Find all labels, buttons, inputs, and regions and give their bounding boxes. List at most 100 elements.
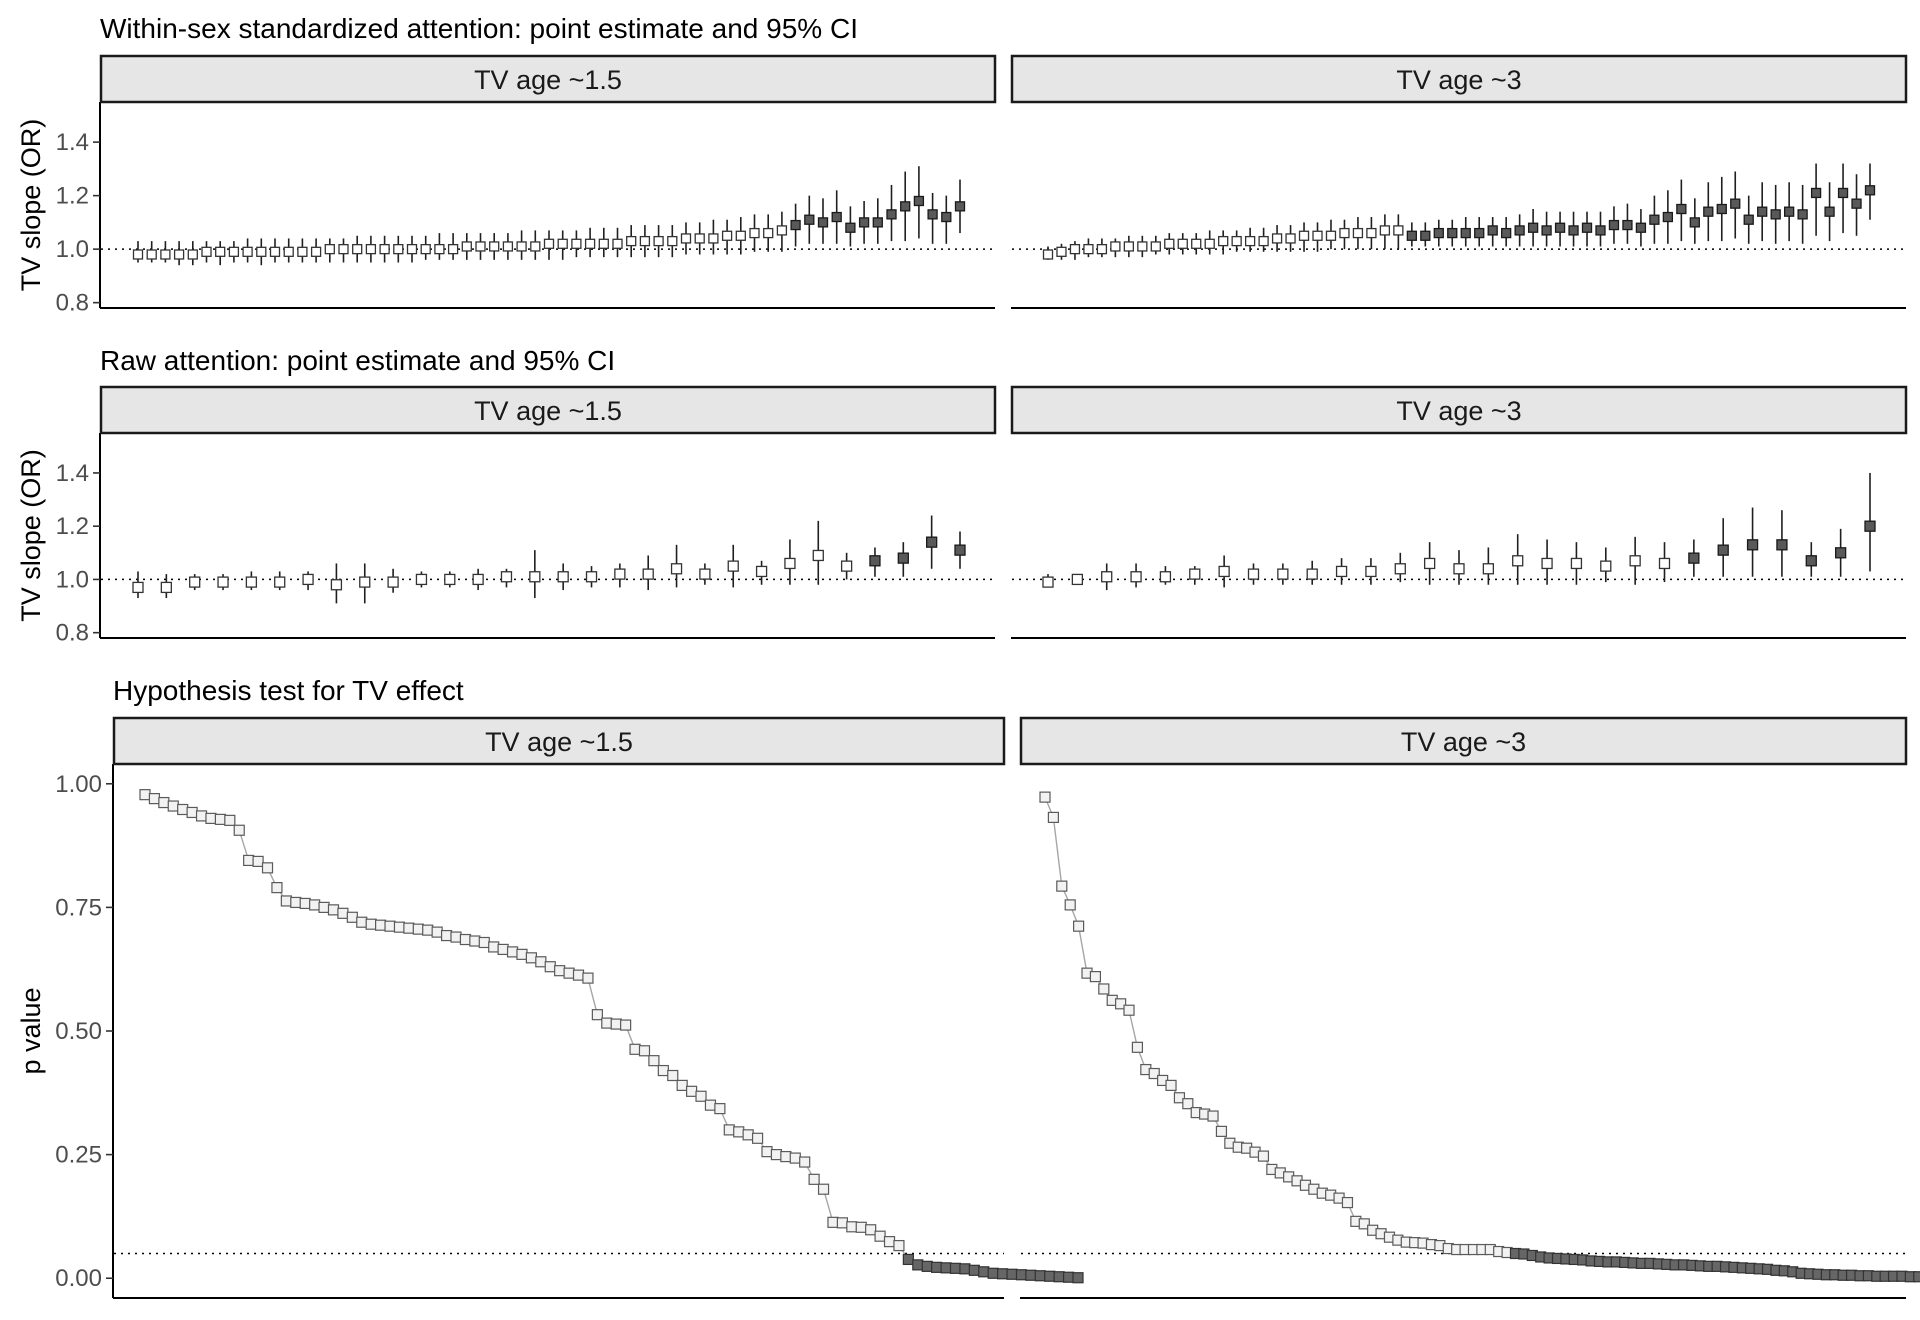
p-value-marker bbox=[1044, 1270, 1056, 1282]
panel-strip-label: TV age ~1.5 bbox=[485, 727, 633, 757]
point-marker bbox=[1514, 225, 1525, 236]
p-value-line bbox=[1044, 796, 1920, 1278]
y-axis-title: TV slope (OR) bbox=[16, 119, 46, 292]
point-marker bbox=[379, 243, 390, 255]
point-marker bbox=[626, 235, 637, 247]
p-value-marker bbox=[846, 1221, 858, 1233]
point-marker bbox=[817, 217, 829, 228]
p-value-marker bbox=[271, 882, 283, 894]
point-marker bbox=[840, 560, 853, 572]
point-marker bbox=[1298, 230, 1310, 241]
point-marker bbox=[1394, 563, 1406, 575]
p-value-marker bbox=[827, 1216, 839, 1228]
y-tick-label: 0.8 bbox=[56, 290, 89, 317]
p-value-marker bbox=[356, 916, 368, 928]
point-marker bbox=[1703, 206, 1714, 217]
point-marker bbox=[217, 576, 229, 588]
panel-strip-label: TV age ~1.5 bbox=[474, 396, 622, 426]
point-marker bbox=[529, 571, 541, 583]
p-value-marker bbox=[940, 1262, 952, 1274]
point-marker bbox=[1069, 243, 1081, 255]
p-value-marker bbox=[1207, 1110, 1219, 1122]
point-marker bbox=[1635, 222, 1647, 233]
p-value-marker bbox=[243, 854, 255, 867]
p-value-marker bbox=[224, 814, 236, 826]
y-axis-title: p value bbox=[16, 987, 46, 1074]
point-marker bbox=[1600, 560, 1612, 572]
p-value-marker bbox=[375, 919, 387, 931]
p-value-marker bbox=[1341, 1196, 1354, 1209]
panel-strip bbox=[1019, 716, 1908, 766]
point-marker bbox=[1365, 565, 1377, 578]
point-marker bbox=[1406, 230, 1417, 241]
point-marker bbox=[897, 552, 909, 564]
point-marker bbox=[1716, 203, 1727, 215]
p-value-marker bbox=[431, 926, 443, 938]
point-marker bbox=[472, 573, 484, 586]
point-marker bbox=[1204, 238, 1215, 249]
point-marker bbox=[763, 227, 774, 239]
p-value-marker bbox=[563, 967, 575, 979]
point-marker bbox=[393, 243, 404, 255]
p-value-marker bbox=[309, 899, 321, 911]
p-value-marker bbox=[742, 1129, 754, 1141]
point-marker bbox=[784, 557, 796, 570]
point-marker bbox=[1730, 198, 1741, 209]
point-marker bbox=[1460, 227, 1471, 239]
point-marker bbox=[1096, 243, 1108, 255]
point-marker bbox=[790, 219, 801, 231]
point-marker bbox=[228, 246, 240, 257]
point-marker bbox=[352, 243, 363, 255]
p-value-marker bbox=[1358, 1218, 1370, 1230]
point-marker bbox=[1083, 243, 1094, 255]
point-marker bbox=[516, 241, 527, 252]
point-marker bbox=[1218, 565, 1230, 578]
point-marker bbox=[132, 249, 144, 260]
y-tick-label: 1.4 bbox=[56, 129, 89, 156]
point-marker bbox=[708, 233, 719, 244]
p-value-marker bbox=[1062, 1271, 1075, 1283]
point-marker bbox=[1335, 565, 1348, 578]
point-marker bbox=[489, 241, 500, 252]
point-marker bbox=[1805, 555, 1817, 567]
p-value-marker bbox=[365, 918, 377, 930]
point-marker bbox=[1164, 238, 1175, 249]
point-marker bbox=[1042, 249, 1054, 260]
point-marker bbox=[1042, 576, 1054, 588]
point-marker bbox=[297, 246, 308, 257]
point-marker bbox=[1541, 557, 1553, 570]
point-marker bbox=[475, 241, 486, 252]
point-marker bbox=[1379, 225, 1391, 236]
y-tick-label: 1.4 bbox=[56, 460, 89, 487]
point-marker bbox=[245, 576, 258, 588]
point-marker bbox=[1110, 241, 1121, 252]
p-value-marker bbox=[544, 961, 556, 973]
panel-strip-label: TV age ~3 bbox=[1396, 65, 1521, 95]
point-marker bbox=[1447, 227, 1458, 239]
p-value-marker bbox=[186, 806, 198, 819]
point-marker bbox=[680, 233, 692, 244]
p-value-marker bbox=[931, 1261, 943, 1273]
p-value-marker bbox=[1165, 1079, 1177, 1091]
point-marker bbox=[1834, 547, 1847, 559]
point-marker bbox=[338, 243, 349, 255]
p-value-marker bbox=[139, 789, 151, 801]
point-marker bbox=[642, 568, 654, 580]
p-value-marker bbox=[488, 941, 500, 953]
point-marker bbox=[1325, 230, 1337, 241]
panel-strip bbox=[112, 716, 1006, 766]
point-marker bbox=[1608, 219, 1620, 231]
point-marker bbox=[283, 246, 294, 257]
point-marker bbox=[415, 573, 428, 586]
point-marker bbox=[1071, 573, 1084, 586]
p-value-marker bbox=[997, 1268, 1009, 1280]
p-value-marker bbox=[1015, 1269, 1028, 1281]
p-value-marker bbox=[1913, 1271, 1920, 1283]
y-tick-label: 0.00 bbox=[55, 1265, 102, 1292]
point-marker bbox=[1482, 563, 1495, 575]
point-marker bbox=[1581, 222, 1593, 233]
p-value-marker bbox=[1053, 1271, 1065, 1283]
point-marker bbox=[302, 573, 314, 586]
point-marker bbox=[1554, 222, 1566, 233]
point-marker bbox=[1130, 571, 1142, 583]
